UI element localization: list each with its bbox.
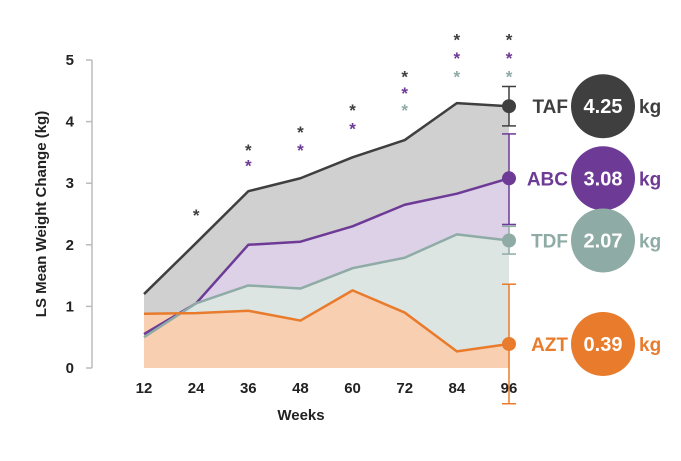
x-tick-label: 48 [292, 380, 309, 397]
value-badge-text-azt: 0.39 [584, 334, 623, 356]
unit-label-azt: kg [639, 335, 661, 356]
error-bars [502, 85, 516, 405]
unit-label-abc: kg [639, 169, 661, 190]
significance-star: * [245, 157, 252, 176]
series-end-labels: TAF 4.25 kg ABC 3.08 kg TDF 2.07 kg AZT 0.39 kg [527, 74, 661, 376]
x-tick-label: 60 [344, 380, 361, 397]
significance-star: * [245, 141, 252, 160]
value-badge-azt [571, 311, 635, 376]
value-badge-abc [571, 146, 635, 211]
x-tick-label: 36 [240, 380, 257, 397]
y-tick-labels: 0 1 2 3 4 5 [66, 52, 92, 377]
endpoint-taf [502, 99, 516, 114]
significance-star: * [454, 30, 461, 49]
significance-star: * [506, 30, 513, 49]
axes: LS Mean Weight Change (kg) Weeks [33, 60, 325, 424]
series-lines [143, 101, 510, 353]
significance-star: * [506, 67, 513, 86]
unit-label-taf: kg [639, 97, 661, 118]
series-label-taf: TAF 4.25 kg [532, 74, 661, 139]
series-name-abc: ABC [527, 169, 568, 190]
line-tdf [143, 233, 510, 339]
endpoint-tdf [502, 233, 516, 248]
y-tick-label: 2 [66, 237, 74, 254]
y-tick-label: 4 [66, 114, 75, 131]
series-name-azt: AZT [531, 335, 568, 356]
value-badge-taf [571, 74, 635, 139]
significance-star: * [401, 67, 408, 86]
series-label-tdf: TDF 2.07 kg [531, 208, 661, 273]
significance-star: * [454, 49, 461, 68]
series-name-tdf: TDF [531, 231, 568, 252]
significance-star: * [193, 206, 200, 225]
series-name-taf: TAF [532, 97, 568, 118]
endpoint-azt [502, 336, 516, 351]
line-azt [143, 289, 510, 353]
significance-markers: **************** [193, 30, 513, 225]
area-azt [144, 290, 509, 368]
x-axis-label: Weeks [277, 407, 324, 424]
unit-label-tdf: kg [639, 231, 661, 252]
value-badge-text-tdf: 2.07 [584, 230, 623, 252]
y-tick-label: 0 [66, 360, 74, 377]
endpoint-abc [502, 171, 516, 186]
significance-star: * [506, 49, 513, 68]
line-taf [143, 101, 510, 295]
y-tick-label: 1 [66, 298, 74, 315]
series-label-azt: AZT 0.39 kg [531, 311, 661, 376]
significance-star: * [401, 101, 408, 120]
series-areas [144, 103, 509, 369]
significance-star: * [349, 120, 356, 139]
x-tick-label: 72 [396, 380, 413, 397]
x-tick-label: 24 [188, 380, 205, 397]
x-tick-labels: 12 24 36 48 60 72 84 96 [136, 380, 518, 397]
value-badge-text-taf: 4.25 [584, 96, 623, 118]
x-tick-label: 12 [136, 380, 153, 397]
value-badge-tdf [571, 208, 635, 273]
y-tick-label: 3 [66, 175, 74, 192]
x-tick-label: 84 [449, 380, 466, 397]
y-axis-label: LS Mean Weight Change (kg) [33, 111, 50, 317]
significance-star: * [454, 67, 461, 86]
significance-star: * [349, 101, 356, 120]
y-tick-label: 5 [66, 52, 74, 69]
significance-star: * [297, 123, 304, 142]
significance-star: * [401, 84, 408, 103]
line-abc [143, 177, 510, 336]
significance-star: * [297, 141, 304, 160]
value-badge-text-abc: 3.08 [584, 168, 623, 190]
series-label-abc: ABC 3.08 kg [527, 146, 661, 211]
